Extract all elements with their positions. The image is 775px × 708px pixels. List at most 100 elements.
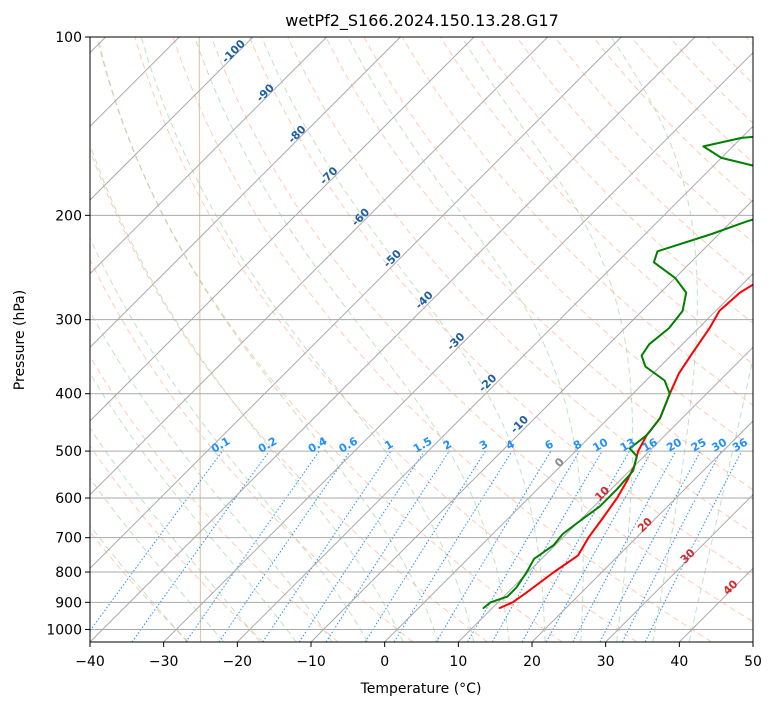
mixing-ratio-line xyxy=(262,450,392,642)
y-tick-label: 100 xyxy=(55,30,82,46)
isotherm-line xyxy=(90,37,254,201)
dewpoint-line xyxy=(482,135,753,609)
isotherm-line xyxy=(752,641,753,642)
moist-adiabat-line xyxy=(90,427,261,642)
grid-lines xyxy=(90,37,753,642)
isotherm-line xyxy=(678,567,753,642)
isotherm-line xyxy=(90,37,328,275)
profile-series xyxy=(482,135,753,609)
x-tick-label: −20 xyxy=(223,654,253,670)
moist-adiabat-line xyxy=(90,477,225,642)
moist-adiabat-line xyxy=(610,37,698,642)
isotherm-line xyxy=(236,125,753,642)
dry-adiabat-line xyxy=(707,37,753,85)
axis-ticks: −40 −30 −20 −10 0 10 20 30 40 5010020030040050060… xyxy=(46,30,762,670)
x-tick-label: 20 xyxy=(523,654,541,670)
mixing-ratio-line xyxy=(435,450,552,642)
moist-adiabat-line xyxy=(90,142,404,642)
mixing-ratio-label: 2 xyxy=(441,438,454,453)
mixing-ratio-label: 20 xyxy=(664,435,684,454)
dry-adiabat-line xyxy=(134,37,638,642)
mixing-ratio-label: 3 xyxy=(477,438,490,453)
dry-adiabat-line xyxy=(745,37,753,46)
dry-adiabat-label: -100 xyxy=(219,37,248,66)
plot-frame xyxy=(89,36,754,643)
moist-adiabat-line xyxy=(90,310,333,642)
isotherm-line xyxy=(90,37,401,349)
mixing-ratio-line xyxy=(621,450,722,642)
dry-adiabat-line xyxy=(516,37,753,284)
isotherm-line xyxy=(457,346,753,642)
dry-adiabat-line xyxy=(90,258,414,642)
mixing-ratio-line xyxy=(325,450,450,642)
dry-adiabat-label: -20 xyxy=(476,371,499,394)
x-tick-label: 0 xyxy=(380,654,389,670)
mixing-ratio-line xyxy=(364,450,486,642)
moist-adiabat-label: 20 xyxy=(635,515,655,535)
x-tick-label: −40 xyxy=(75,654,105,670)
dry-adiabat-label: -90 xyxy=(254,81,277,104)
mixing-ratio-line xyxy=(599,450,701,642)
mixing-ratio-line xyxy=(90,450,223,632)
x-tick-label: 50 xyxy=(744,654,762,670)
mixing-ratio-label: 0.6 xyxy=(337,434,361,455)
saturation-curve xyxy=(198,37,202,642)
dry-adiabat-line xyxy=(172,37,712,642)
dry-adiabat-line xyxy=(96,37,563,642)
mixing-ratio-label: 0.4 xyxy=(306,434,330,455)
mixing-ratio-line xyxy=(545,450,653,642)
mixing-ratio-line xyxy=(393,450,513,642)
saturation-curve xyxy=(52,37,53,642)
isotherm-line xyxy=(90,37,696,642)
chart-title: wetPf2_S166.2024.150.13.28.G17 xyxy=(285,11,559,31)
dry-adiabat-line xyxy=(90,148,488,642)
background-lines xyxy=(52,37,753,642)
dry-adiabat-line xyxy=(439,37,753,365)
y-tick-label: 600 xyxy=(55,491,82,507)
plot-area: -100-90-80-70-60-50-40-30-20-100.1 0.2 0.4… xyxy=(52,37,753,642)
moist-adiabat-line xyxy=(90,524,188,642)
y-tick-label: 300 xyxy=(55,313,82,329)
isotherm-line xyxy=(90,37,549,496)
dry-adiabat-line xyxy=(287,37,753,534)
mixing-ratio-line xyxy=(218,450,351,642)
moist-adiabat-line xyxy=(90,372,297,642)
mixing-ratio-line xyxy=(644,450,743,642)
dry-adiabat-line xyxy=(90,355,339,642)
dry-adiabat-label: -50 xyxy=(381,247,404,270)
mixing-ratio-line xyxy=(521,450,630,642)
moist-adiabat-label: 10 xyxy=(592,484,612,504)
mixing-ratio-line xyxy=(298,450,425,642)
mixing-ratio-line xyxy=(185,450,320,642)
dry-adiabat-line xyxy=(325,37,753,491)
y-axis-title: Pressure (hPa) xyxy=(12,290,28,390)
x-tick-label: −30 xyxy=(149,654,179,670)
isotherm-line xyxy=(531,420,753,642)
mixing-ratio-line xyxy=(131,450,270,642)
moist-adiabat-line xyxy=(140,37,475,642)
y-tick-label: 500 xyxy=(55,444,82,460)
y-tick-label: 700 xyxy=(55,531,82,547)
y-tick-label: 200 xyxy=(55,208,82,224)
x-axis-title: Temperature (°C) xyxy=(360,681,482,697)
y-tick-label: 400 xyxy=(55,387,82,403)
mixing-ratio-label: 6 xyxy=(543,437,556,452)
isotherm-line xyxy=(310,199,753,642)
isotherm-line xyxy=(605,493,753,642)
mixing-ratio-label: 25 xyxy=(689,436,709,455)
temperature-line xyxy=(498,283,753,609)
moist-adiabat-line xyxy=(347,37,584,642)
x-tick-label: 10 xyxy=(449,654,467,670)
y-tick-label: 1000 xyxy=(46,622,82,638)
y-tick-label: 900 xyxy=(55,595,82,611)
x-tick-label: 30 xyxy=(597,654,615,670)
x-tick-label: 40 xyxy=(670,654,688,670)
isotherm-line xyxy=(90,37,622,570)
moist-adiabat-line xyxy=(194,37,510,642)
mixing-ratio-label: 10 xyxy=(591,435,611,454)
dry-adiabat-line xyxy=(210,37,753,623)
x-tick-label: −10 xyxy=(296,654,326,670)
mixing-ratio-label: 30 xyxy=(709,435,729,454)
y-tick-label: 800 xyxy=(55,565,82,581)
mixing-ratio-label: 1.5 xyxy=(411,435,434,456)
